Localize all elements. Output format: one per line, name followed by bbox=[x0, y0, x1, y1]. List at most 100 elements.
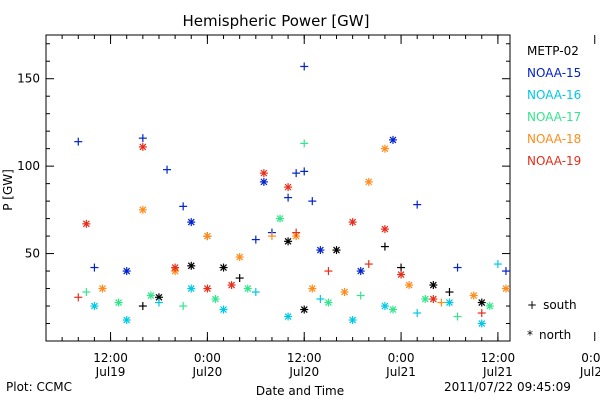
data-point bbox=[154, 298, 163, 307]
data-point bbox=[477, 319, 486, 328]
data-point bbox=[163, 165, 172, 174]
data-point bbox=[284, 193, 293, 202]
data-point bbox=[82, 219, 91, 228]
data-point bbox=[364, 260, 373, 269]
chart-title: Hemispheric Power [GW] bbox=[182, 12, 370, 30]
data-point bbox=[380, 144, 389, 153]
x-tick-time-label: 0:00 bbox=[581, 351, 600, 365]
legend-entry: METP-02 bbox=[527, 44, 579, 58]
data-point bbox=[187, 218, 196, 227]
data-point bbox=[429, 295, 438, 304]
data-point bbox=[453, 312, 462, 321]
data-point bbox=[300, 305, 309, 314]
data-point bbox=[300, 62, 309, 71]
data-point bbox=[332, 246, 341, 255]
data-point bbox=[413, 309, 422, 318]
marker-symbol: + bbox=[527, 298, 538, 312]
data-point bbox=[292, 169, 301, 178]
data-point bbox=[308, 197, 317, 206]
x-tick-time-label: 12:00 bbox=[481, 351, 516, 365]
data-point bbox=[74, 137, 83, 146]
plot-frame bbox=[45, 34, 511, 342]
data-point bbox=[356, 267, 365, 276]
data-point bbox=[380, 302, 389, 311]
x-tick-date-label: Jul21 bbox=[482, 365, 513, 379]
data-point bbox=[380, 225, 389, 234]
data-point bbox=[292, 228, 301, 237]
data-point bbox=[179, 302, 188, 311]
data-point bbox=[98, 284, 107, 293]
data-point bbox=[453, 263, 462, 272]
data-point bbox=[316, 246, 325, 255]
data-point bbox=[276, 214, 285, 223]
x-tick-time-label: 12:00 bbox=[287, 351, 322, 365]
data-point bbox=[340, 288, 349, 297]
data-point bbox=[171, 263, 180, 272]
y-tick-label: 100 bbox=[17, 159, 40, 173]
data-point bbox=[429, 281, 438, 290]
data-point bbox=[179, 202, 188, 211]
data-point bbox=[284, 183, 293, 192]
data-point bbox=[243, 284, 252, 293]
x-tick-date-label: Jul20 bbox=[288, 365, 319, 379]
data-point bbox=[211, 295, 220, 304]
data-point bbox=[114, 298, 123, 307]
data-point bbox=[203, 284, 212, 293]
data-point bbox=[421, 295, 430, 304]
data-point bbox=[284, 312, 293, 321]
data-point bbox=[146, 291, 155, 300]
data-point bbox=[397, 263, 406, 272]
data-point bbox=[348, 218, 357, 227]
data-point bbox=[300, 139, 309, 148]
data-point bbox=[469, 291, 478, 300]
data-point bbox=[138, 205, 147, 214]
data-point bbox=[267, 232, 276, 241]
data-point bbox=[90, 263, 99, 272]
x-axis-label: Date and Time bbox=[256, 384, 344, 398]
data-point bbox=[501, 284, 510, 293]
data-point bbox=[259, 169, 268, 178]
x-tick-date-label: Jul21 bbox=[385, 365, 416, 379]
data-point bbox=[138, 134, 147, 143]
marker-label: north bbox=[539, 328, 572, 342]
data-point bbox=[251, 288, 260, 297]
x-tick-time-label: 12:00 bbox=[93, 351, 128, 365]
data-point bbox=[74, 293, 83, 302]
data-point bbox=[138, 302, 147, 311]
data-point bbox=[388, 135, 397, 144]
data-point bbox=[445, 298, 454, 307]
data-point bbox=[203, 232, 212, 241]
data-point bbox=[405, 281, 414, 290]
data-point bbox=[259, 177, 268, 186]
data-point bbox=[413, 200, 422, 209]
data-point bbox=[300, 167, 309, 176]
marker-legend-entry: + south bbox=[527, 298, 577, 312]
data-point bbox=[356, 291, 365, 300]
legend-entry: NOAA-17 bbox=[527, 110, 582, 124]
marker-label: south bbox=[543, 298, 577, 312]
data-point bbox=[82, 288, 91, 297]
data-point bbox=[380, 242, 389, 251]
legend-entry: NOAA-18 bbox=[527, 132, 582, 146]
x-tick-time-label: 0:00 bbox=[388, 351, 415, 365]
data-point bbox=[388, 305, 397, 314]
data-point bbox=[324, 267, 333, 276]
x-tick-time-label: 0:00 bbox=[194, 351, 221, 365]
data-point bbox=[219, 305, 228, 314]
data-point bbox=[397, 270, 406, 279]
data-point bbox=[308, 284, 317, 293]
y-tick-label: 150 bbox=[17, 72, 40, 86]
data-point bbox=[219, 263, 228, 272]
data-point bbox=[477, 298, 486, 307]
data-point bbox=[122, 267, 131, 276]
data-point bbox=[251, 235, 260, 244]
legend-entry: NOAA-19 bbox=[527, 154, 582, 168]
data-point bbox=[90, 302, 99, 311]
x-tick-date-label: Jul22 bbox=[579, 365, 600, 379]
data-point bbox=[501, 267, 510, 276]
x-tick-date-label: Jul20 bbox=[192, 365, 223, 379]
data-point bbox=[324, 298, 333, 307]
plot-credit: Plot: CCMC bbox=[6, 380, 72, 394]
data-point bbox=[485, 302, 494, 311]
